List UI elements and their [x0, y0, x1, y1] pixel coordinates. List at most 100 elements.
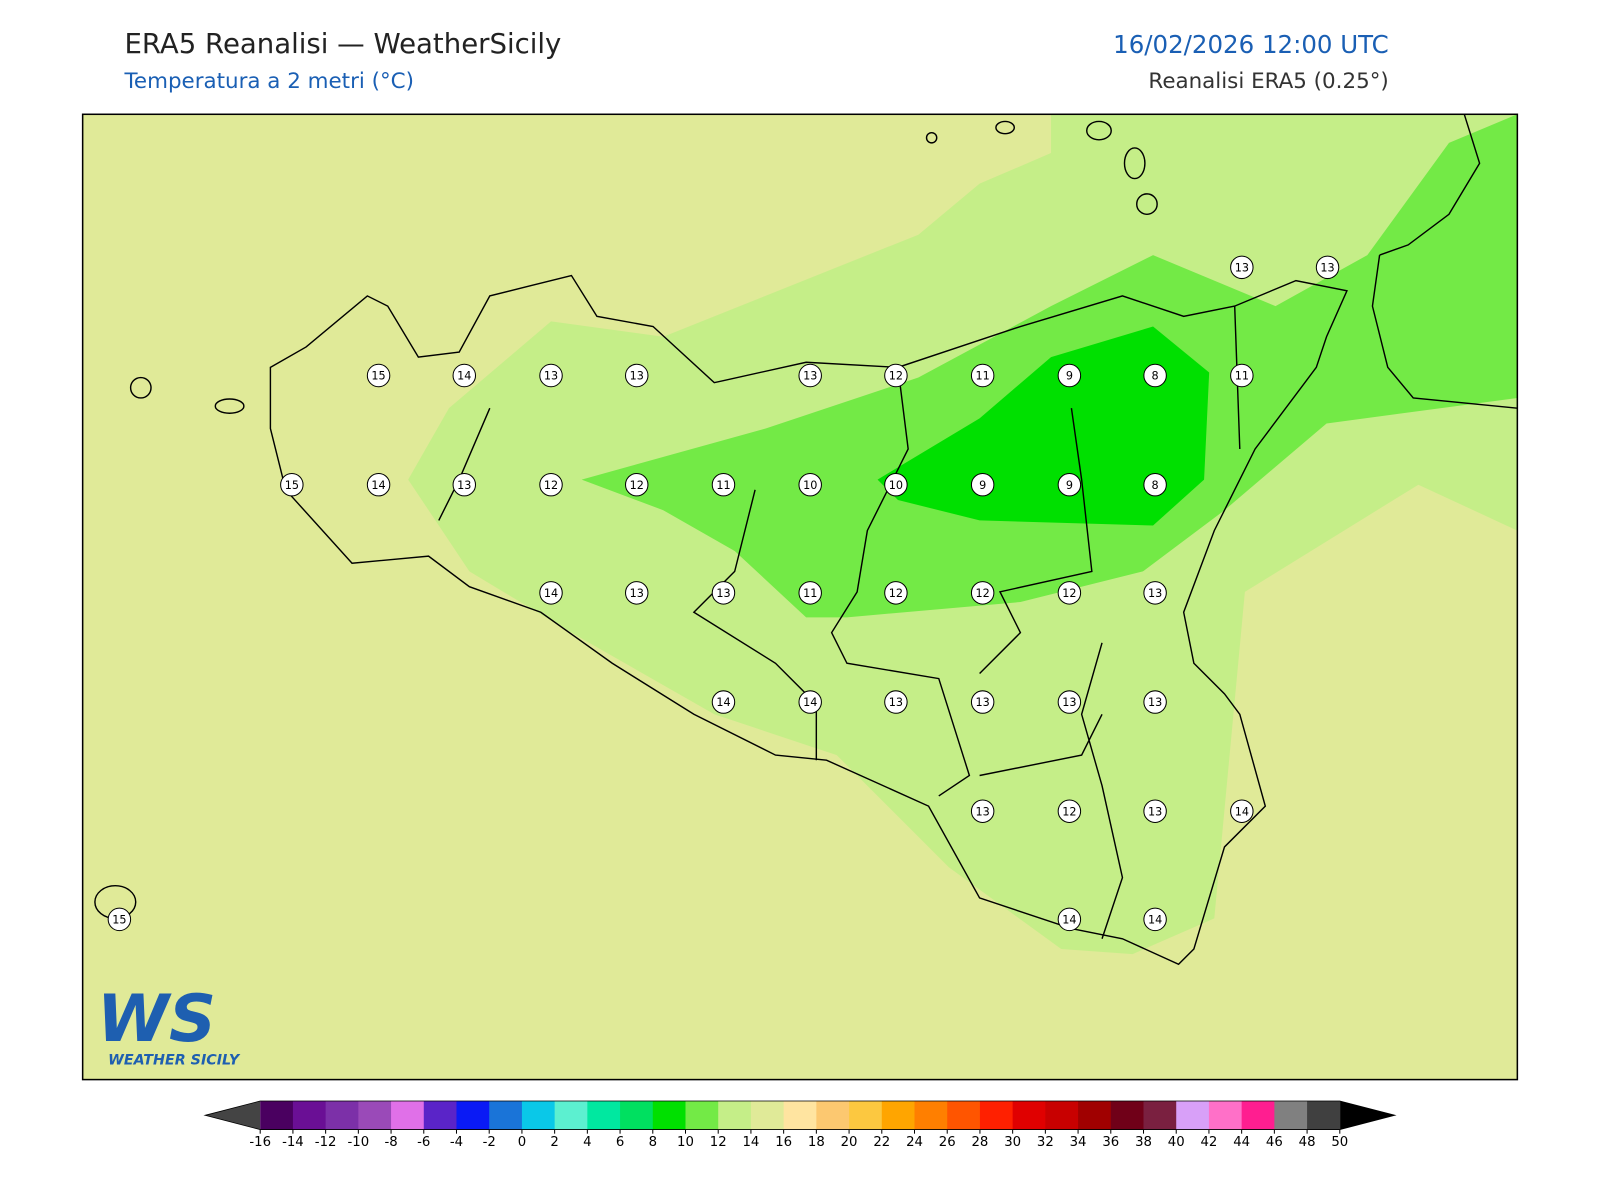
station-value: 13: [889, 696, 903, 709]
colorbar-over: [1339, 1101, 1395, 1130]
station-marker: [107, 907, 132, 932]
station-marker: [539, 472, 563, 497]
colorbar-bin: [816, 1101, 850, 1130]
station-value: 13: [1062, 696, 1076, 709]
station-marker: [884, 472, 908, 497]
island: [1136, 193, 1158, 215]
colorbar-bin: [947, 1101, 981, 1130]
colorbar-bin: [391, 1101, 425, 1130]
station-value: 13: [1235, 261, 1249, 274]
colorbar-tick-label: 4: [583, 1135, 591, 1150]
colorbar-bin: [1176, 1101, 1210, 1130]
station-value: 11: [803, 587, 817, 600]
title: ERA5 Reanalisi — WeatherSicily: [124, 28, 561, 60]
colorbar-tick-label: 48: [1299, 1135, 1316, 1150]
colorbar-tick-label: -8: [384, 1135, 397, 1150]
colorbar-bin: [1241, 1101, 1275, 1130]
station-value: 9: [1066, 479, 1073, 492]
station-value: 12: [889, 587, 903, 600]
station-marker: [1143, 363, 1167, 388]
station-value: 14: [1062, 913, 1076, 926]
station-marker: [280, 472, 304, 497]
station-value: 13: [976, 696, 990, 709]
colorbar-tick-label: 44: [1233, 1135, 1250, 1150]
map-frame: [81, 113, 1519, 1081]
colorbar-tick-label: -12: [315, 1135, 337, 1150]
colorbar-tick-label: 34: [1070, 1135, 1087, 1150]
station-marker: [1230, 799, 1254, 823]
station-value: 15: [371, 370, 385, 383]
station-marker: [884, 363, 908, 388]
station-value: 14: [716, 696, 730, 709]
station-marker: [1057, 907, 1082, 932]
station-marker: [452, 363, 477, 388]
station-value: 14: [1148, 913, 1162, 926]
colorbar-tick-label: -2: [483, 1135, 496, 1150]
station-value: 13: [544, 370, 558, 383]
station-value: 13: [1148, 805, 1162, 818]
colorbar-tick-label: 32: [1037, 1135, 1054, 1150]
station-value: 13: [1320, 261, 1334, 274]
coastline: [269, 274, 1348, 966]
colorbar-tick-label: -14: [282, 1135, 304, 1150]
colorbar-tick-label: 50: [1331, 1135, 1348, 1150]
colorbar-tick-label: 0: [518, 1135, 526, 1150]
colorbar: -16 -14 -12 -10 -8 -6 -4 -2 0 2 4 6 8 10 12 14 16 18 20 22 2…: [203, 1100, 1397, 1150]
colorbar-bin: [914, 1101, 948, 1130]
station-value: 8: [1152, 479, 1159, 492]
colorbar-tick-label: -16: [249, 1135, 271, 1150]
station-value: 12: [1062, 587, 1076, 600]
station-marker: [1057, 472, 1082, 497]
station-value: 9: [979, 479, 986, 492]
station-value: 13: [630, 370, 644, 383]
map: 13 13 15 14 13 13 13 12 11 9 8 11 15 14 13 12 12 11 10 10 9 9…: [81, 113, 1519, 1081]
colorbar-bin: [292, 1101, 327, 1130]
station-marker: [798, 363, 822, 388]
colorbar-bin: [849, 1101, 883, 1130]
subtitle: Temperatura a 2 metri (°C): [123, 69, 413, 94]
station-value: 8: [1152, 370, 1159, 383]
station-marker: [1057, 581, 1082, 605]
colorbar-tick-label: 8: [649, 1135, 657, 1150]
station-marker: [970, 799, 995, 823]
station-value: 14: [1235, 805, 1249, 818]
colorbar-bin: [1143, 1101, 1177, 1130]
colorbar-bin: [685, 1101, 719, 1130]
station-value: 13: [976, 805, 990, 818]
station-marker: [1057, 363, 1082, 388]
station-marker: [1143, 799, 1167, 823]
datetime: 16/02/2026 12:00 UTC: [1113, 30, 1389, 59]
colorbar-bin: [620, 1101, 654, 1130]
station-marker: [452, 472, 477, 497]
station-marker: [970, 690, 995, 714]
station-value: 14: [803, 696, 817, 709]
station-value: 11: [716, 479, 730, 492]
station-value: 14: [544, 587, 558, 600]
colorbar-bin: [881, 1101, 916, 1130]
station-value: 12: [976, 587, 990, 600]
station-marker: [884, 690, 908, 714]
colorbar-tick-label: 2: [550, 1135, 558, 1150]
station-marker: [1057, 799, 1082, 823]
station-marker: [798, 472, 822, 497]
colorbar-tick-label: 46: [1266, 1135, 1283, 1150]
colorbar-tick-label: 40: [1168, 1135, 1185, 1150]
station-value: 15: [285, 479, 299, 492]
contour-8-10: [877, 326, 1210, 526]
station-marker: [711, 690, 736, 714]
station-value: 14: [457, 370, 471, 383]
station-value: 13: [630, 587, 644, 600]
colorbar-bin: [1012, 1101, 1046, 1130]
station-value: 15: [112, 913, 126, 926]
colorbar-outline: [203, 1100, 1397, 1131]
colorbar-bin: [554, 1101, 588, 1130]
station-value: 10: [889, 479, 903, 492]
colorbar-bin: [783, 1101, 817, 1130]
colorbar-tick-label: 28: [971, 1135, 988, 1150]
station-marker: [798, 690, 822, 714]
island: [129, 376, 152, 399]
station-value: 13: [803, 370, 817, 383]
colorbar-bin: [325, 1101, 359, 1130]
station-value: 10: [803, 479, 817, 492]
